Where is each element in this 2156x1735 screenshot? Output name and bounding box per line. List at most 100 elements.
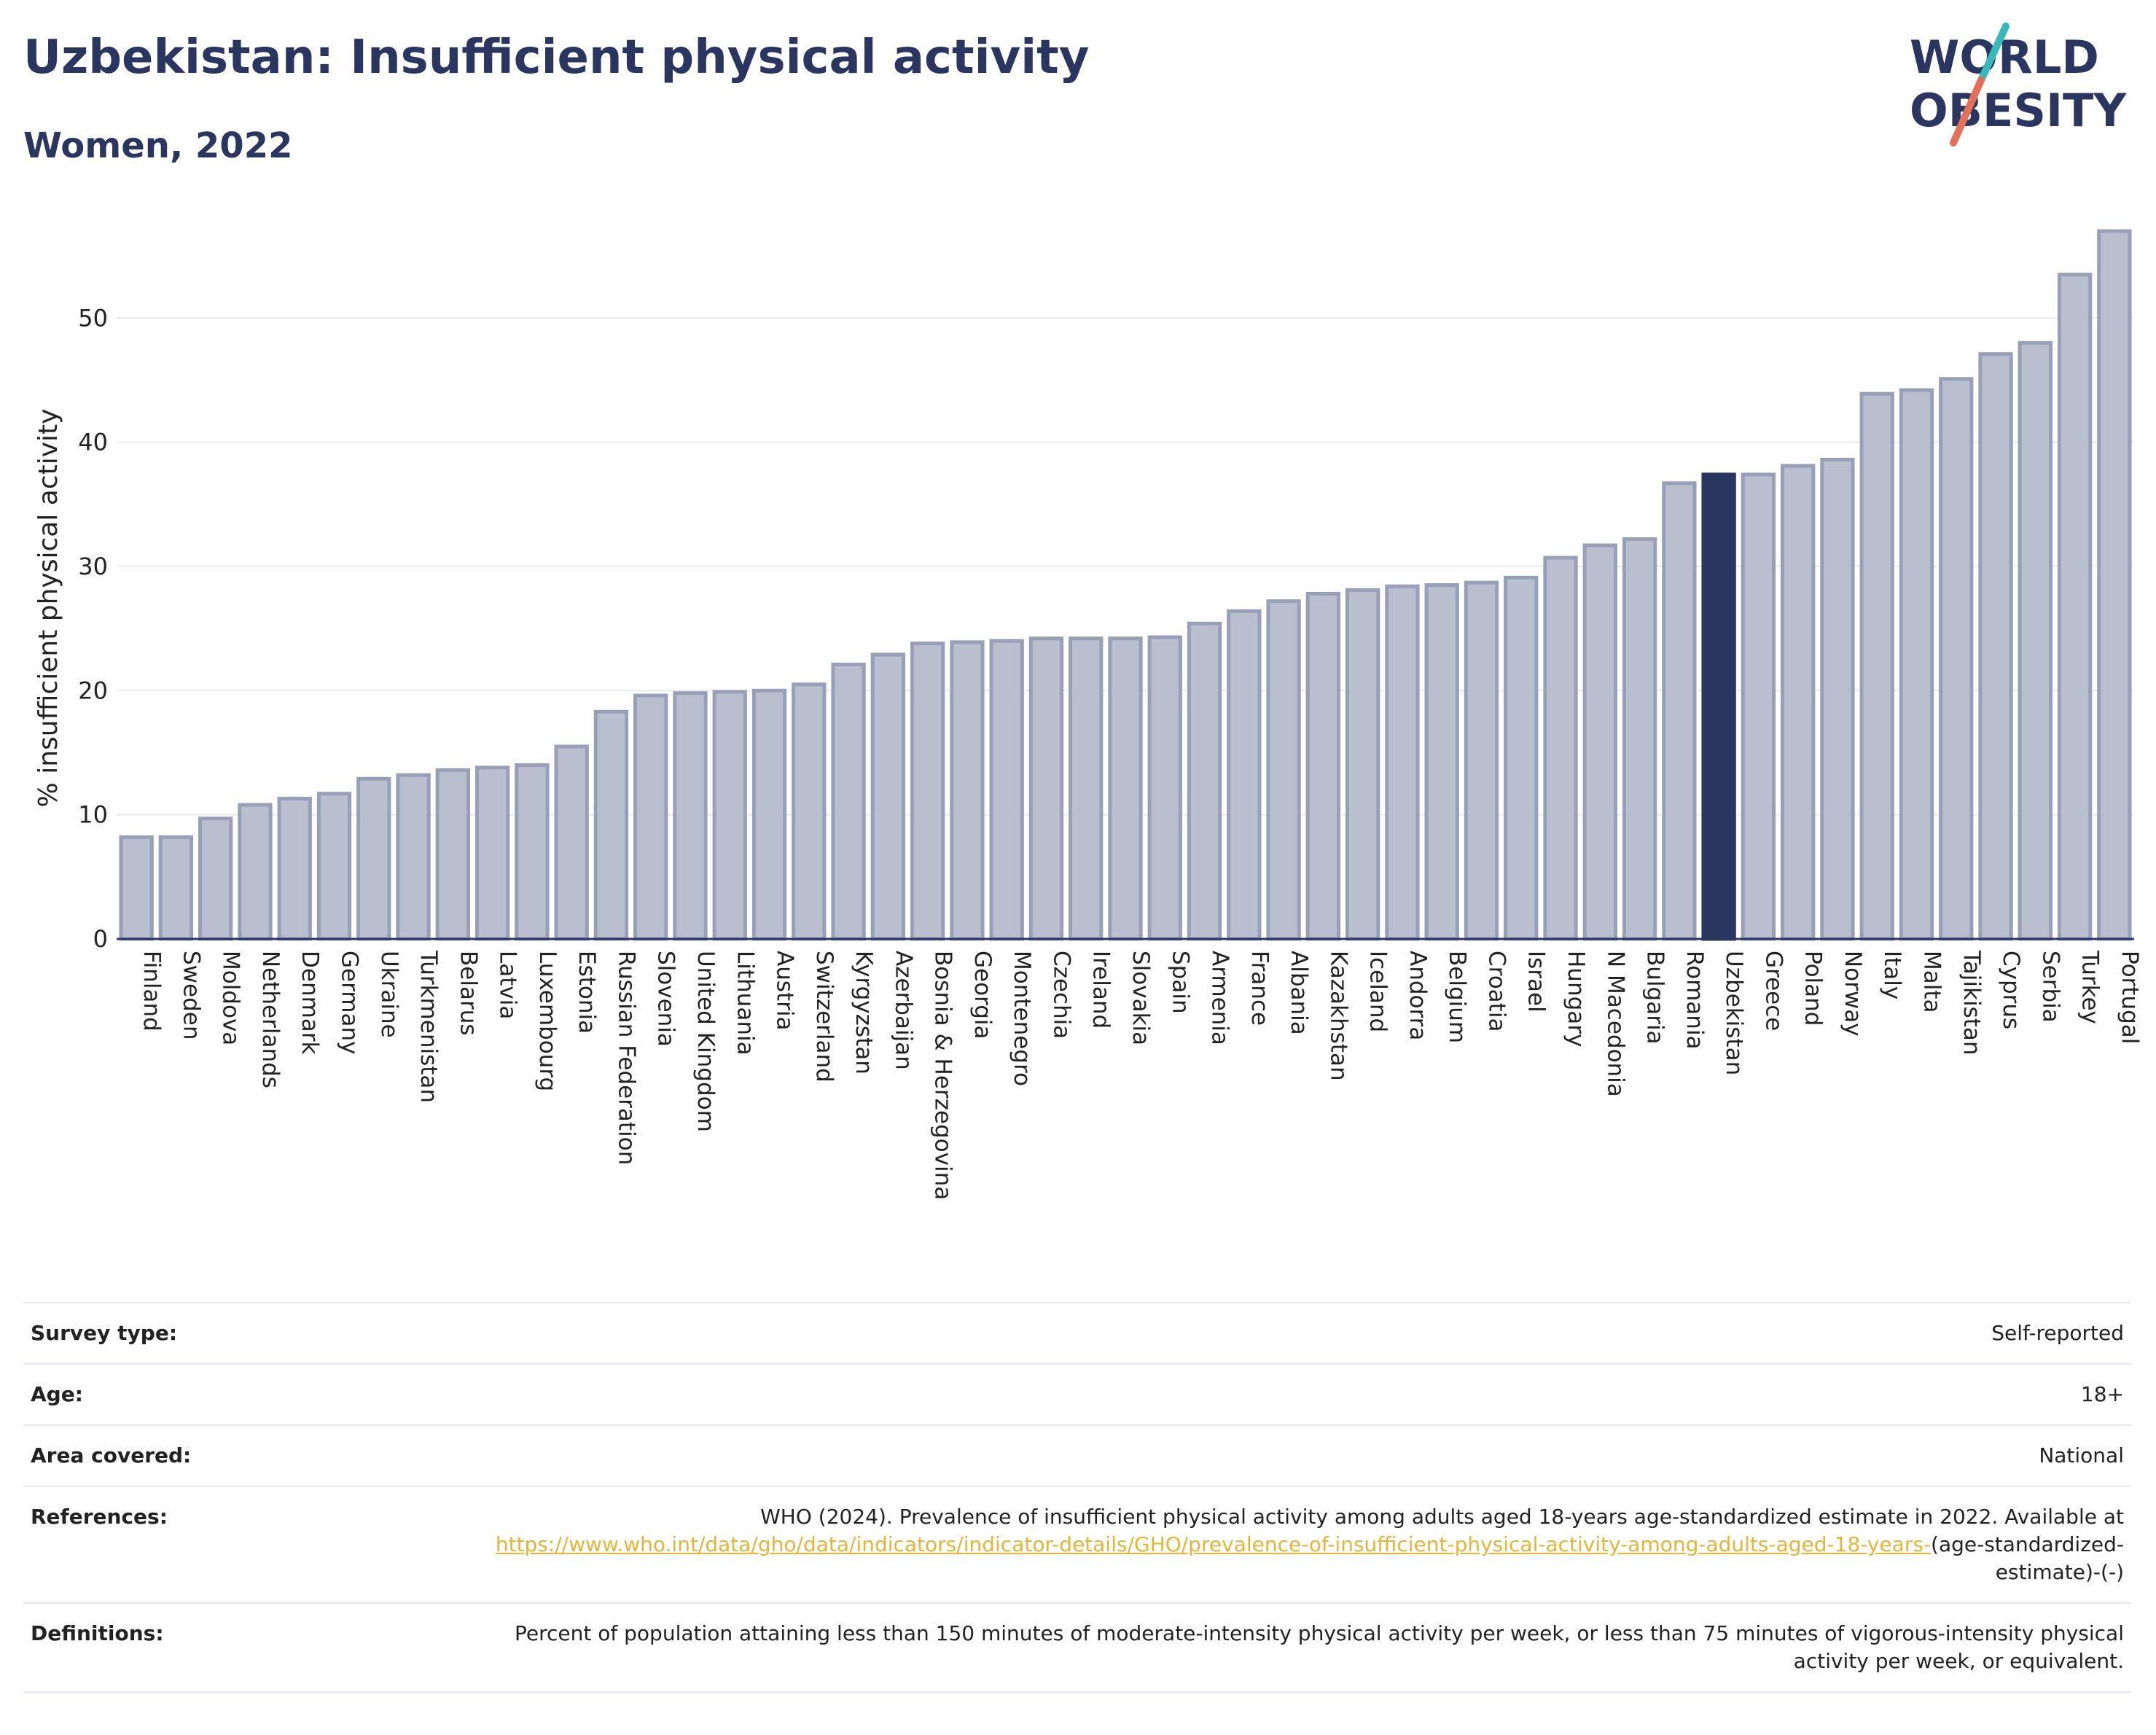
bars bbox=[119, 229, 2132, 941]
bar-iceland bbox=[1345, 588, 1380, 941]
bar-luxembourg bbox=[515, 763, 550, 941]
bar-latvia bbox=[474, 765, 510, 941]
bar-denmark bbox=[277, 797, 312, 941]
x-tick-labels: Finland Sweden Moldova Netherlands Denmark Ge… bbox=[138, 950, 2143, 1200]
bar-czechia bbox=[1028, 636, 1064, 941]
y-tick-label: 0 bbox=[93, 925, 108, 953]
x-tick-label: Malta bbox=[1918, 951, 1945, 1013]
bar-serbia bbox=[2018, 340, 2053, 941]
bar-italy bbox=[1859, 391, 1894, 941]
definitions-value: Percent of population attaining less tha… bbox=[515, 1621, 2124, 1673]
world-obesity-logo: WORLD OBESITY bbox=[1910, 23, 2127, 147]
y-tick-label: 10 bbox=[78, 801, 108, 829]
y-tick-label: 20 bbox=[78, 677, 108, 704]
survey-type-value: Self-reported bbox=[1991, 1321, 2124, 1345]
x-tick-label: Croatia bbox=[1483, 951, 1509, 1032]
x-tick-label: Turkey bbox=[2077, 950, 2104, 1024]
definitions-label: Definitions: bbox=[31, 1621, 164, 1645]
bar-portugal bbox=[2097, 229, 2132, 941]
age-label: Age: bbox=[31, 1382, 83, 1406]
info-row-area: Area covered: National bbox=[23, 1425, 2131, 1486]
bar-croatia bbox=[1464, 580, 1499, 941]
bar-switzerland bbox=[792, 682, 827, 941]
bar-uzbekistan bbox=[1701, 472, 1736, 941]
bar-bosnia-herzegovina bbox=[910, 642, 945, 941]
bar-azerbaijan bbox=[870, 652, 906, 941]
x-tick-label: Bulgaria bbox=[1642, 951, 1668, 1045]
bar-germany bbox=[316, 792, 352, 941]
x-tick-label: Georgia bbox=[969, 951, 996, 1040]
area-value: National bbox=[2039, 1443, 2124, 1467]
y-axis-label: % insufficient physical activity bbox=[34, 409, 63, 808]
info-table: Survey type: Self-reported Age: 18+ Area… bbox=[23, 1302, 2131, 1693]
bar-andorra bbox=[1385, 584, 1420, 941]
x-tick-label: France bbox=[1246, 951, 1273, 1026]
info-row-age: Age: 18+ bbox=[23, 1364, 2131, 1425]
x-tick-label: Lithuania bbox=[732, 951, 758, 1056]
bar-albania bbox=[1266, 599, 1301, 941]
info-row-survey-type: Survey type: Self-reported bbox=[23, 1303, 2131, 1364]
x-tick-label: Andorra bbox=[1405, 951, 1431, 1040]
x-tick-label: Latvia bbox=[495, 951, 521, 1019]
x-tick-label: Montenegro bbox=[1009, 951, 1035, 1086]
x-tick-label: Denmark bbox=[297, 951, 323, 1055]
bar-bulgaria bbox=[1622, 537, 1657, 941]
bar-austria bbox=[751, 688, 787, 941]
x-tick-label: Netherlands bbox=[257, 951, 284, 1088]
x-tick-label: Bosnia & Herzegovina bbox=[930, 951, 956, 1200]
references-link[interactable]: https://www.who.int/data/gho/data/indica… bbox=[495, 1532, 1932, 1556]
x-tick-label: Portugal bbox=[2117, 951, 2143, 1044]
bar-slovenia bbox=[633, 693, 668, 941]
page-title: Uzbekistan: Insufficient physical activi… bbox=[23, 31, 1090, 85]
x-tick-label: Belarus bbox=[455, 951, 481, 1036]
bar-united-kingdom bbox=[673, 691, 708, 941]
x-tick-label: Switzerland bbox=[811, 951, 837, 1083]
bar-slovakia bbox=[1108, 636, 1143, 941]
bar-spain bbox=[1147, 635, 1182, 941]
x-tick-label: Romania bbox=[1682, 951, 1708, 1050]
bar-turkey bbox=[2057, 273, 2093, 941]
bar-n-macedonia bbox=[1582, 543, 1617, 941]
bar-france bbox=[1227, 609, 1262, 941]
x-tick-label: Germany bbox=[337, 951, 363, 1054]
area-label: Area covered: bbox=[31, 1443, 192, 1467]
bar-malta bbox=[1899, 388, 1934, 941]
references-text: WHO (2024). Prevalence of insufficient p… bbox=[760, 1505, 2124, 1529]
references-label: References: bbox=[31, 1505, 168, 1529]
x-tick-label: Tajikistan bbox=[1958, 950, 1985, 1056]
bar-finland bbox=[119, 835, 154, 941]
x-tick-label: Spain bbox=[1167, 951, 1193, 1014]
x-tick-label: Greece bbox=[1760, 951, 1786, 1031]
x-tick-label: Slovenia bbox=[653, 951, 679, 1047]
page-subtitle: Women, 2022 bbox=[23, 125, 293, 166]
logo-text-obesity: OBESITY bbox=[1910, 84, 2127, 137]
bar-sweden bbox=[158, 835, 194, 941]
bar-belgium bbox=[1424, 583, 1459, 941]
bar-chart: 0 10 20 30 40 50 Finland Sweden Moldova Netherla… bbox=[34, 229, 2143, 1200]
x-tick-label: Kazakhstan bbox=[1325, 951, 1351, 1081]
x-tick-label: Finland bbox=[138, 951, 165, 1032]
x-tick-label: United Kingdom bbox=[692, 951, 719, 1132]
info-row-definitions: Definitions: Percent of population attai… bbox=[23, 1603, 2131, 1692]
bar-lithuania bbox=[712, 690, 747, 941]
references-suffix: (age-standardized-estimate)-(-) bbox=[1931, 1532, 2124, 1584]
x-tick-label: Kyrgyzstan bbox=[851, 951, 877, 1075]
logo-text-world: WORLD bbox=[1910, 31, 2099, 84]
references-value: WHO (2024). Prevalence of insufficient p… bbox=[475, 1486, 2131, 1603]
x-tick-label: Hungary bbox=[1563, 951, 1589, 1047]
bar-cyprus bbox=[1978, 352, 2013, 941]
bar-israel bbox=[1504, 575, 1539, 941]
x-tick-label: Russian Federation bbox=[613, 951, 639, 1165]
x-tick-label: Norway bbox=[1840, 951, 1866, 1037]
x-tick-label: Austria bbox=[772, 951, 798, 1031]
survey-type-label: Survey type: bbox=[31, 1321, 178, 1345]
x-tick-label: Italy bbox=[1879, 951, 1905, 999]
age-value: 18+ bbox=[2080, 1382, 2124, 1406]
bar-armenia bbox=[1187, 621, 1222, 941]
bar-norway bbox=[1820, 457, 1855, 941]
x-tick-label: Uzbekistan bbox=[1721, 951, 1747, 1075]
bar-ukraine bbox=[356, 776, 391, 941]
x-tick-label: Iceland bbox=[1365, 951, 1391, 1032]
bar-estonia bbox=[554, 744, 589, 941]
bar-belarus bbox=[435, 768, 471, 941]
